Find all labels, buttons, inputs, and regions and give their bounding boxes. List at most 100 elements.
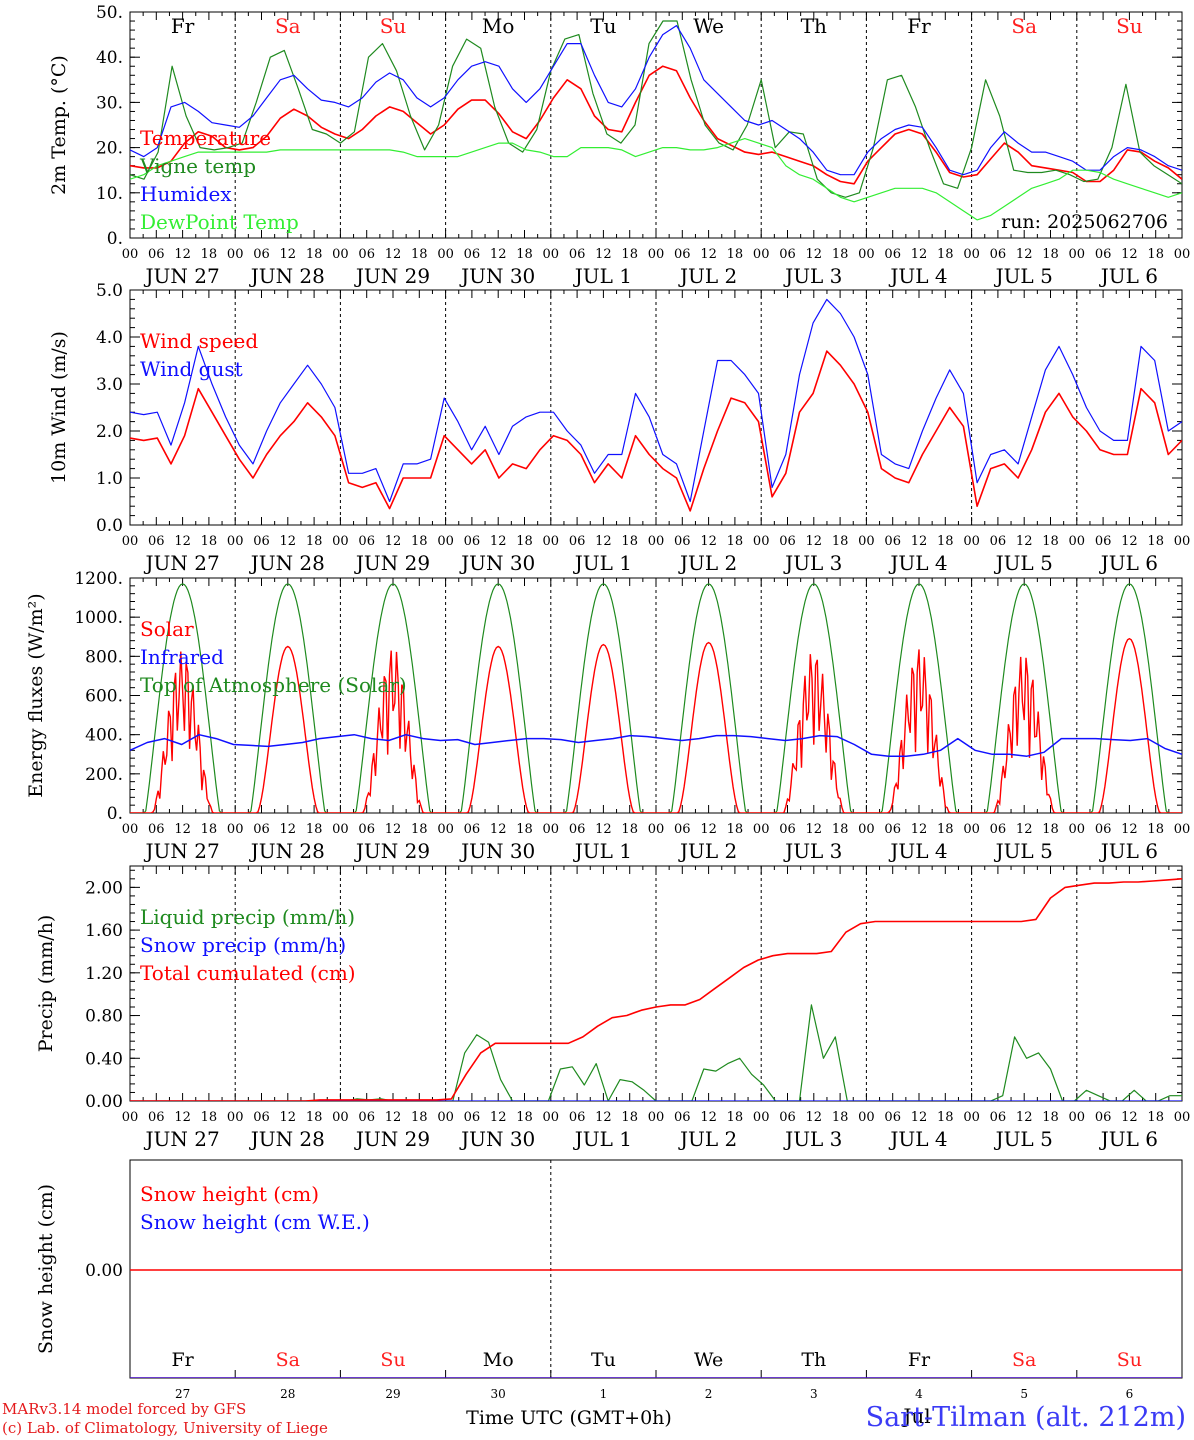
y-tick-label: 3.0 [96, 375, 123, 395]
weekday-label: Sa [1012, 1349, 1036, 1371]
hour-tick-label: 00 [543, 247, 560, 262]
hour-tick-label: 06 [1095, 534, 1112, 549]
y-tick-label: 4.0 [96, 328, 123, 348]
hour-tick-label: 06 [148, 247, 165, 262]
hour-tick-label: 06 [569, 1110, 586, 1125]
date-label: JUL 5 [994, 551, 1053, 575]
legend-entry: Top of Atmosphere (Solar) [140, 673, 407, 697]
series-line-2 [130, 878, 1182, 1101]
hour-tick-label: 00 [227, 1110, 244, 1125]
weekday-label: Th [801, 14, 827, 38]
date-label: JUN 28 [249, 264, 325, 288]
hour-tick-label: 18 [201, 534, 218, 549]
day-number-label: 29 [385, 1387, 400, 1401]
series-line-0 [130, 350, 1182, 512]
hour-tick-label: 18 [411, 822, 428, 837]
date-label: JUL 4 [888, 264, 947, 288]
legend-entry: Liquid precip (mm/h) [140, 905, 355, 929]
date-label: JUL 5 [994, 1127, 1053, 1151]
hour-tick-label: 06 [464, 247, 481, 262]
hour-tick-label: 18 [832, 247, 849, 262]
hour-tick-label: 06 [464, 822, 481, 837]
series-group [130, 583, 1182, 813]
date-label: JUL 1 [573, 839, 632, 863]
hour-tick-label: 00 [1069, 534, 1086, 549]
series-line-1 [130, 20, 1182, 198]
hour-tick-label: 18 [1147, 822, 1164, 837]
hour-tick-label: 06 [358, 822, 375, 837]
hour-tick-label: 00 [963, 247, 980, 262]
weekday-label: We [693, 14, 724, 38]
weekday-label: Su [1116, 14, 1143, 38]
hour-tick-label: 12 [1121, 1110, 1138, 1125]
hour-tick-label: 18 [832, 822, 849, 837]
date-label: JUL 4 [888, 551, 947, 575]
hour-tick-label: 06 [990, 247, 1007, 262]
hour-tick-label: 00 [227, 247, 244, 262]
hour-tick-label: 18 [306, 534, 323, 549]
y-tick-label: 2.0 [96, 422, 123, 442]
hour-tick-label: 00 [648, 247, 665, 262]
hour-tick-label: 00 [753, 1110, 770, 1125]
legend-entry: Infrared [140, 645, 224, 669]
hour-tick-label: 00 [1174, 247, 1191, 262]
hour-tick-label: 00 [753, 247, 770, 262]
lab-credit: (c) Lab. of Climatology, University of L… [2, 1419, 328, 1437]
hour-tick-label: 18 [306, 822, 323, 837]
hour-tick-label: 18 [727, 1110, 744, 1125]
hour-tick-label: 12 [700, 822, 717, 837]
legend-entry: Wind gust [140, 357, 243, 381]
hour-tick-label: 18 [621, 534, 638, 549]
hour-tick-label: 12 [385, 247, 402, 262]
hour-tick-label: 06 [569, 534, 586, 549]
hour-tick-label: 00 [753, 534, 770, 549]
hour-tick-label: 18 [621, 1110, 638, 1125]
date-label: JUL 3 [783, 551, 842, 575]
date-label: JUL 1 [573, 551, 632, 575]
hour-tick-label: 12 [1121, 822, 1138, 837]
date-label: JUN 30 [459, 1127, 535, 1151]
hour-tick-label: 18 [1147, 1110, 1164, 1125]
hour-tick-label: 06 [674, 1110, 691, 1125]
y-axis-label: Energy fluxes (W/m²) [25, 593, 47, 797]
hour-tick-label: 00 [858, 534, 875, 549]
hour-tick-label: 00 [543, 822, 560, 837]
hour-tick-label: 18 [411, 247, 428, 262]
hour-tick-label: 18 [516, 247, 533, 262]
hour-tick-label: 12 [700, 1110, 717, 1125]
hour-tick-label: 00 [648, 822, 665, 837]
hour-tick-label: 12 [911, 534, 928, 549]
y-tick-label: 40. [96, 48, 123, 68]
y-tick-label: 1000. [74, 608, 123, 628]
date-label: JUN 30 [459, 264, 535, 288]
hour-tick-label: 00 [648, 1110, 665, 1125]
day-number-label: 5 [1020, 1387, 1028, 1401]
weekday-label: Fr [908, 1349, 931, 1371]
hour-tick-label: 00 [963, 534, 980, 549]
hour-tick-label: 12 [280, 534, 297, 549]
date-label: JUN 30 [459, 551, 535, 575]
hour-tick-label: 06 [1095, 247, 1112, 262]
date-label: JUL 5 [994, 839, 1053, 863]
hour-tick-label: 12 [174, 534, 191, 549]
hour-tick-label: 12 [1016, 247, 1033, 262]
hour-tick-label: 00 [122, 247, 139, 262]
hour-tick-label: 00 [1174, 534, 1191, 549]
hour-tick-label: 06 [884, 534, 901, 549]
hour-tick-label: 12 [490, 534, 507, 549]
hour-tick-label: 12 [1016, 534, 1033, 549]
day-number-label: 28 [280, 1387, 295, 1401]
weekday-label: Su [1117, 1349, 1142, 1371]
y-tick-label: 5.0 [96, 281, 123, 301]
weekday-label: We [694, 1349, 723, 1371]
date-label: JUL 5 [994, 264, 1053, 288]
legend-entry: Total cumulated (cm) [140, 961, 356, 985]
date-label: JUN 28 [249, 551, 325, 575]
legend-entry: Snow precip (mm/h) [140, 933, 346, 957]
date-label: JUL 2 [678, 1127, 737, 1151]
hour-tick-label: 18 [1147, 534, 1164, 549]
hour-tick-label: 00 [963, 1110, 980, 1125]
legend-entry: Snow height (cm W.E.) [140, 1210, 370, 1234]
hour-tick-label: 18 [1042, 247, 1059, 262]
panel-4: 00 06 12 18 00 06 12 18 00 06 12 18 00 06 12 18 00 06 12 18… [35, 865, 1190, 1151]
